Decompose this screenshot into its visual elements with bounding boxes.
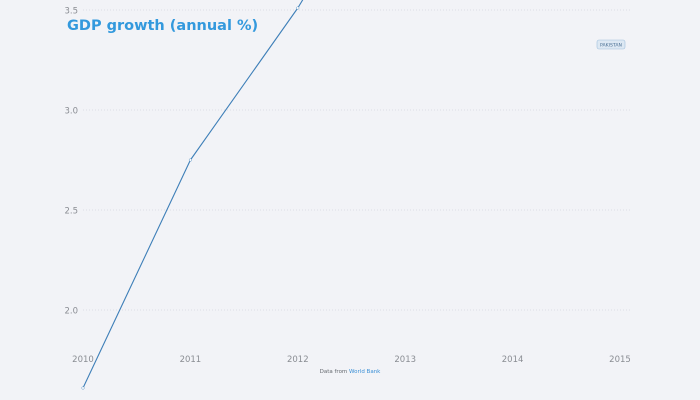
data-point-2010 <box>81 386 85 390</box>
x-tick-label-2: 2012 <box>287 355 309 365</box>
source-prefix: Data from <box>319 369 348 375</box>
chart-title: GDP growth (annual %) <box>67 18 259 34</box>
data-point-2012 <box>296 6 300 10</box>
x-tick-label-5: 2015 <box>609 355 631 365</box>
y-tick-label-3: 3.5 <box>64 7 78 17</box>
y-tick-label-2: 3.0 <box>64 107 78 117</box>
x-tick-label-1: 2011 <box>180 355 202 365</box>
x-tick-label-0: 2010 <box>72 355 94 365</box>
data-point-2011 <box>188 158 192 162</box>
y-tick-label-1: 2.5 <box>64 207 78 217</box>
source-note: Data from World Bank <box>0 369 700 375</box>
x-tick-label-4: 2014 <box>502 355 524 365</box>
legend-label: PAKISTAN <box>600 42 622 48</box>
x-tick-label-3: 2013 <box>394 355 416 365</box>
legend-badge <box>596 39 626 50</box>
y-tick-label-0: 2.0 <box>64 307 78 317</box>
source-link[interactable]: World Bank <box>349 369 381 375</box>
series-line-pakistan <box>82 0 304 389</box>
